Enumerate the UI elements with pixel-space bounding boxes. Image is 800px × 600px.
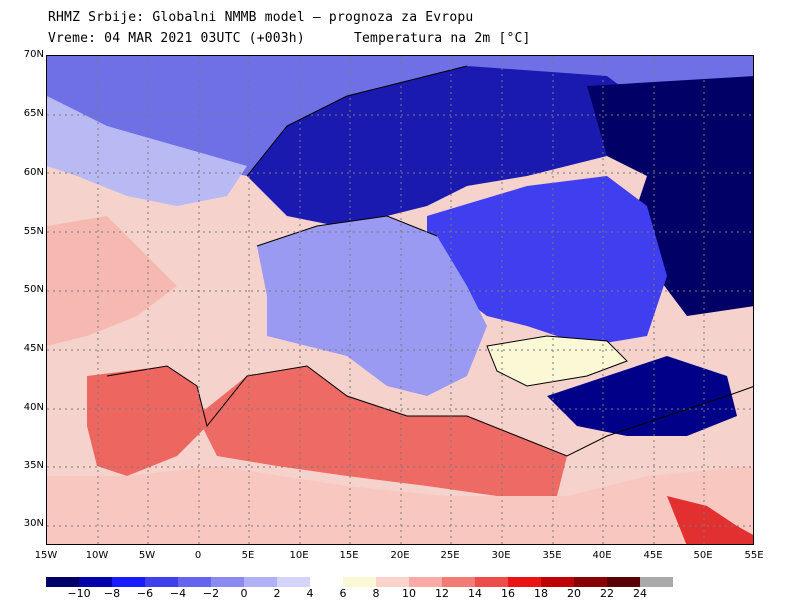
- colorbar-swatch: [112, 577, 145, 587]
- lon-label-10e: 10E: [289, 550, 309, 561]
- forecast-time: Vreme: 04 MAR 2021 03UTC (+003h): [48, 31, 305, 46]
- graticule: [47, 56, 753, 544]
- scandinavia-region: [247, 66, 647, 226]
- colorbar-swatch: [310, 577, 343, 587]
- lon-label-45e: 45E: [643, 550, 663, 561]
- colorbar-label: 16: [501, 587, 515, 600]
- colorbar-label: 0: [240, 587, 248, 600]
- colorbar-swatch: [508, 577, 541, 587]
- temperature-map: [46, 55, 754, 545]
- lat-label-40n: 40N: [23, 402, 44, 413]
- mediterranean-region: [197, 366, 567, 496]
- lon-label-15w: 15W: [34, 550, 58, 561]
- lat-label-45n: 45N: [23, 343, 44, 354]
- lon-label-10w: 10W: [85, 550, 109, 561]
- atlantic-mid-region: [47, 96, 247, 206]
- colorbar-swatch: [541, 577, 574, 587]
- coastline: [106, 65, 753, 457]
- lat-label-65n: 65N: [23, 108, 44, 119]
- colorbar-swatch: [79, 577, 112, 587]
- lon-label-0: 0: [194, 550, 202, 561]
- colorbar-swatch: [343, 577, 376, 587]
- lat-label-70n: 70N: [23, 49, 44, 60]
- colorbar-label: 14: [468, 587, 482, 600]
- colorbar-label: 4: [306, 587, 314, 600]
- colorbar-swatch: [376, 577, 409, 587]
- colorbar-label: 10: [402, 587, 416, 600]
- lat-label-35n: 35N: [23, 460, 44, 471]
- lon-label-50e: 50E: [693, 550, 713, 561]
- lon-label-55e: 55E: [744, 550, 764, 561]
- map-canvas: [47, 56, 753, 544]
- red-sea-region: [667, 496, 753, 544]
- colorbar-label: 8: [372, 587, 380, 600]
- colorbar-label: −2: [202, 587, 220, 600]
- lat-label-50n: 50N: [23, 284, 44, 295]
- colorbar-swatch: [211, 577, 244, 587]
- colorbar-swatch: [244, 577, 277, 587]
- colorbar-label: −8: [103, 587, 121, 600]
- central-europe-region: [257, 216, 487, 396]
- lon-label-5w: 5W: [138, 550, 156, 561]
- colorbar-label: 22: [600, 587, 614, 600]
- colorbar-swatch: [640, 577, 673, 587]
- colorbar-label: 24: [633, 587, 647, 600]
- colorbar-label: −4: [169, 587, 187, 600]
- colorbar-swatch: [607, 577, 640, 587]
- colorbar-label: 6: [339, 587, 347, 600]
- north-africa-region: [47, 466, 753, 544]
- colorbar-label: 2: [273, 587, 281, 600]
- lon-label-35e: 35E: [542, 550, 562, 561]
- lat-label-55n: 55N: [23, 226, 44, 237]
- iberia-region: [87, 366, 207, 476]
- map-title: RHMZ Srbije: Globalni NMMB model — progn…: [48, 10, 474, 25]
- lon-label-25e: 25E: [440, 550, 460, 561]
- colorbar-swatch: [46, 577, 79, 587]
- colorbar-label: −6: [136, 587, 154, 600]
- eastern-europe-region: [427, 176, 667, 346]
- atlantic-warm-region: [47, 216, 177, 346]
- lon-label-40e: 40E: [592, 550, 612, 561]
- colorbar-swatch: [409, 577, 442, 587]
- lon-label-30e: 30E: [491, 550, 511, 561]
- colorbar-label: 20: [567, 587, 581, 600]
- colorbar-swatch: [277, 577, 310, 587]
- variable-name: Temperatura na 2m [°C]: [354, 31, 531, 46]
- lon-label-5e: 5E: [241, 550, 255, 561]
- lat-label-60n: 60N: [23, 167, 44, 178]
- russia-region: [587, 76, 753, 316]
- colorbar-swatch: [574, 577, 607, 587]
- black-sea-region: [487, 336, 627, 386]
- anatolia-cold-region: [547, 356, 737, 436]
- colorbar-label: 18: [534, 587, 548, 600]
- colorbar-swatch: [442, 577, 475, 587]
- temperature-colorbar: [46, 577, 673, 587]
- colorbar-label: −10: [67, 587, 91, 600]
- colorbar-label: 12: [435, 587, 449, 600]
- lat-label-30n: 30N: [23, 518, 44, 529]
- lon-label-20e: 20E: [390, 550, 410, 561]
- colorbar-swatch: [145, 577, 178, 587]
- colorbar-swatch: [178, 577, 211, 587]
- colorbar-swatch: [475, 577, 508, 587]
- lon-label-15e: 15E: [339, 550, 359, 561]
